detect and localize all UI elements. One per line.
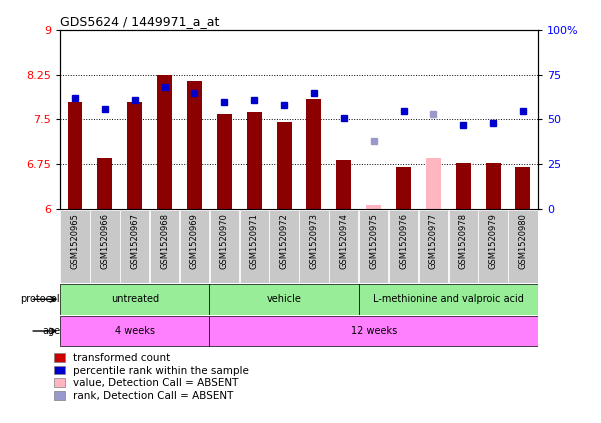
Text: 12 weeks: 12 weeks [350,326,397,336]
Bar [486,162,501,209]
FancyBboxPatch shape [299,210,329,283]
FancyBboxPatch shape [448,210,478,283]
Bar [247,112,261,209]
Bar [127,102,142,209]
FancyBboxPatch shape [389,210,418,283]
Bar [307,99,322,209]
FancyBboxPatch shape [60,210,90,283]
Text: GSM1520966: GSM1520966 [100,213,109,269]
FancyBboxPatch shape [329,210,358,283]
Text: GSM1520971: GSM1520971 [249,213,258,269]
Text: protocol: protocol [20,294,60,304]
Bar [456,162,471,209]
Bar [276,123,291,209]
Text: L-methionine and valproic acid: L-methionine and valproic acid [373,294,523,304]
Bar [516,168,531,209]
FancyBboxPatch shape [478,210,508,283]
FancyBboxPatch shape [359,284,538,315]
Bar [337,160,351,209]
Text: GSM1520965: GSM1520965 [70,213,79,269]
Text: GSM1520978: GSM1520978 [459,213,468,269]
Text: GSM1520979: GSM1520979 [489,213,498,269]
Text: GSM1520974: GSM1520974 [340,213,349,269]
Text: GSM1520973: GSM1520973 [310,213,319,269]
Text: GSM1520972: GSM1520972 [279,213,288,269]
FancyBboxPatch shape [240,210,269,283]
Text: GSM1520969: GSM1520969 [190,213,199,269]
FancyBboxPatch shape [60,316,209,346]
Legend: transformed count, percentile rank within the sample, value, Detection Call = AB: transformed count, percentile rank withi… [53,352,250,402]
Text: untreated: untreated [111,294,159,304]
Bar [396,168,411,209]
Text: GSM1520970: GSM1520970 [220,213,229,269]
FancyBboxPatch shape [120,210,150,283]
Text: GSM1520975: GSM1520975 [369,213,378,269]
Bar [366,205,381,209]
Text: GSM1520980: GSM1520980 [519,213,528,269]
Text: GDS5624 / 1449971_a_at: GDS5624 / 1449971_a_at [60,16,219,28]
Text: GSM1520968: GSM1520968 [160,213,169,269]
Bar [67,102,82,209]
FancyBboxPatch shape [419,210,448,283]
FancyBboxPatch shape [359,210,388,283]
FancyBboxPatch shape [90,210,120,283]
Text: GSM1520977: GSM1520977 [429,213,438,269]
Bar [426,159,441,209]
Bar [97,159,112,209]
FancyBboxPatch shape [60,284,209,315]
FancyBboxPatch shape [269,210,299,283]
FancyBboxPatch shape [508,210,538,283]
FancyBboxPatch shape [209,316,538,346]
FancyBboxPatch shape [210,210,239,283]
Bar [217,113,232,209]
Bar [187,80,202,209]
Text: 4 weeks: 4 weeks [115,326,154,336]
Text: age: age [42,326,60,336]
Text: GSM1520976: GSM1520976 [399,213,408,269]
Bar [157,74,172,209]
FancyBboxPatch shape [209,284,359,315]
Text: vehicle: vehicle [267,294,302,304]
FancyBboxPatch shape [150,210,179,283]
FancyBboxPatch shape [180,210,209,283]
Text: GSM1520967: GSM1520967 [130,213,139,269]
